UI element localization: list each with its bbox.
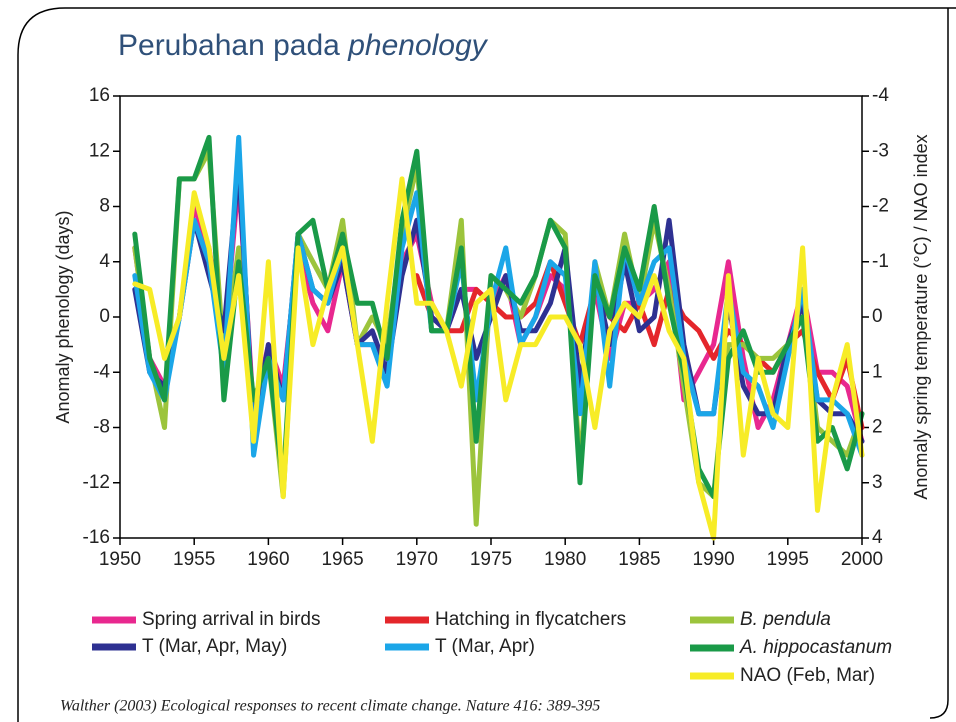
y2-tick-label: 0 xyxy=(872,306,883,327)
y2-axis-title: Anomaly spring temperature (°C) / NAO in… xyxy=(911,134,931,499)
y2-tick-label: -3 xyxy=(872,140,889,161)
legend-label: T (Mar, Apr) xyxy=(435,636,535,657)
title-italic: phenology xyxy=(347,29,488,62)
slide-title: Perubahan pada phenology xyxy=(118,29,489,62)
y-tick-label: 4 xyxy=(99,251,110,272)
x-tick-label: 1950 xyxy=(99,549,141,570)
x-tick-label: 1985 xyxy=(618,549,660,570)
y2-tick-label: -1 xyxy=(872,251,889,272)
x-tick-label: 1955 xyxy=(173,549,215,570)
legend-label: T (Mar, Apr, May) xyxy=(142,636,287,657)
legend-label: A. hippocastanum xyxy=(739,637,892,658)
x-tick-label: 2000 xyxy=(841,549,883,570)
y-tick-label: -8 xyxy=(93,417,110,438)
x-tick-label: 1960 xyxy=(247,549,289,570)
y-tick-label: 12 xyxy=(89,140,110,161)
legend-label: Spring arrival in birds xyxy=(142,609,320,630)
y-tick-label: 0 xyxy=(99,306,110,327)
slide-border xyxy=(17,7,956,722)
x-tick-label: 1970 xyxy=(396,549,438,570)
y2-tick-label: 1 xyxy=(872,361,883,382)
y2-tick-label: -2 xyxy=(872,196,889,217)
legend-label: B. pendula xyxy=(740,609,831,630)
y2-tick-label: 3 xyxy=(872,472,883,493)
y-tick-label: -4 xyxy=(93,361,110,382)
x-tick-label: 1965 xyxy=(321,549,363,570)
y2-tick-label: 4 xyxy=(872,527,883,548)
x-tick-label: 1990 xyxy=(692,549,734,570)
x-tick-label: 1995 xyxy=(767,549,809,570)
y-tick-label: 8 xyxy=(99,196,110,217)
plot-frame xyxy=(119,95,863,539)
legend-label: Hatching in flycatchers xyxy=(435,609,626,630)
citation: Walther (2003) Ecological responses to r… xyxy=(60,698,600,715)
title-text: Perubahan pada xyxy=(118,29,340,62)
y-tick-label: -16 xyxy=(83,527,110,548)
x-tick-label: 1980 xyxy=(544,549,586,570)
y-tick-label: -12 xyxy=(83,472,110,493)
series-line xyxy=(132,176,865,541)
legend-label: NAO (Feb, Mar) xyxy=(740,665,875,686)
y-tick-label: 16 xyxy=(89,85,110,106)
y2-tick-label: 2 xyxy=(872,417,883,438)
x-tick-label: 1975 xyxy=(470,549,512,570)
slide-border-right xyxy=(929,8,949,719)
y2-tick-label: -4 xyxy=(872,85,889,106)
y-axis-title: Anomaly phenology (days) xyxy=(53,210,73,423)
